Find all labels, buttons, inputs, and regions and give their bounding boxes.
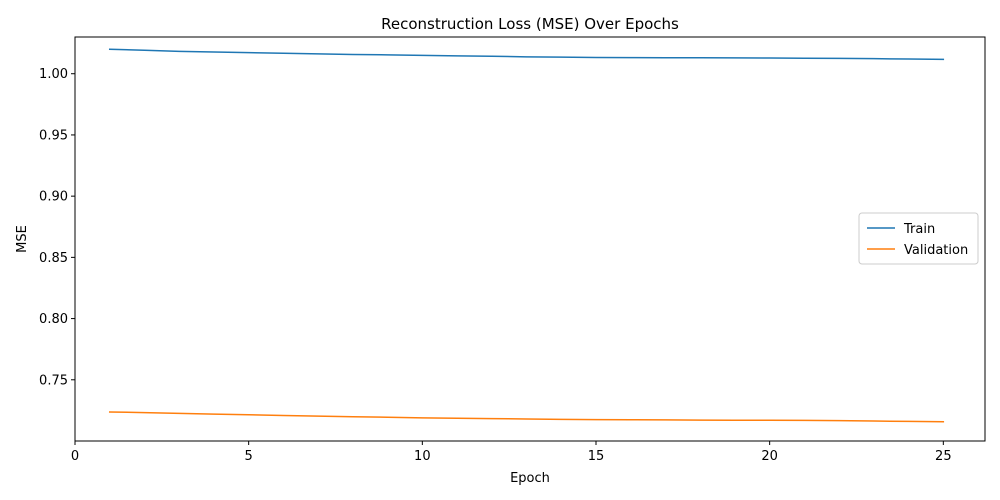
series-line-validation	[108, 411, 945, 423]
legend: Train Validation	[858, 212, 979, 265]
x-tick-label: 20	[761, 449, 778, 464]
y-tick-label: 0.95	[39, 128, 68, 143]
x-tick-label: 15	[588, 449, 605, 464]
x-tick-label: 0	[71, 449, 79, 464]
x-tick-label: 10	[414, 449, 431, 464]
y-tick-label: 0.80	[39, 312, 68, 327]
x-axis: 0 5 10 15 20 25	[71, 441, 952, 464]
series-line-train	[108, 48, 945, 61]
x-axis-label: Epoch	[510, 471, 550, 486]
y-tick-label: 0.85	[39, 251, 68, 266]
legend-validation-label: Validation	[904, 243, 968, 258]
y-axis-label: MSE	[15, 225, 30, 253]
y-tick-label: 0.75	[39, 373, 68, 388]
plot-area	[108, 48, 945, 423]
x-tick-label: 25	[935, 449, 952, 464]
y-tick-label: 1.00	[39, 67, 68, 82]
y-axis: 0.75 0.80 0.85 0.90 0.95 1.00	[39, 67, 75, 388]
y-tick-label: 0.90	[39, 190, 68, 205]
legend-box	[858, 212, 979, 265]
x-tick-label: 5	[245, 449, 253, 464]
plot-frame	[74, 36, 986, 442]
chart-title: Reconstruction Loss (MSE) Over Epochs	[381, 15, 679, 33]
legend-train-label: Train	[903, 222, 935, 237]
